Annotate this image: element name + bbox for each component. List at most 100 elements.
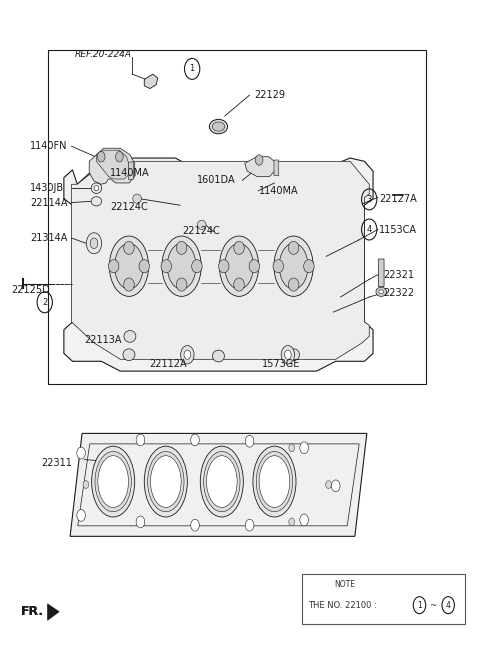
Text: 4: 4	[367, 225, 372, 234]
Text: 2: 2	[42, 298, 48, 307]
Circle shape	[191, 434, 199, 446]
FancyBboxPatch shape	[274, 160, 279, 175]
Text: 21314A: 21314A	[30, 233, 68, 243]
Circle shape	[136, 516, 145, 528]
Ellipse shape	[213, 350, 225, 362]
Ellipse shape	[115, 243, 144, 289]
Ellipse shape	[167, 243, 196, 289]
Ellipse shape	[91, 183, 102, 193]
Text: 1: 1	[190, 64, 195, 74]
Ellipse shape	[98, 456, 129, 507]
Bar	[48, 50, 426, 384]
Ellipse shape	[219, 236, 259, 296]
Circle shape	[90, 238, 98, 248]
Circle shape	[281, 346, 295, 364]
Ellipse shape	[92, 446, 135, 517]
Circle shape	[136, 434, 145, 446]
Circle shape	[77, 509, 85, 521]
Circle shape	[245, 436, 254, 447]
Ellipse shape	[273, 260, 284, 273]
Text: THE NO. 22100 :: THE NO. 22100 :	[308, 600, 377, 610]
Polygon shape	[89, 148, 135, 184]
Circle shape	[285, 350, 291, 359]
Circle shape	[300, 514, 309, 526]
Text: 22112A: 22112A	[149, 359, 187, 369]
FancyBboxPatch shape	[378, 259, 384, 286]
Circle shape	[289, 444, 295, 452]
Text: 3: 3	[367, 195, 372, 204]
Ellipse shape	[379, 290, 384, 294]
Text: 22113A: 22113A	[84, 335, 122, 346]
Ellipse shape	[109, 236, 149, 296]
Ellipse shape	[249, 260, 260, 273]
Text: 1140FN: 1140FN	[30, 141, 68, 151]
Ellipse shape	[200, 446, 243, 517]
Ellipse shape	[212, 122, 225, 131]
Circle shape	[245, 519, 254, 531]
Circle shape	[86, 233, 102, 254]
Ellipse shape	[279, 243, 308, 289]
Circle shape	[300, 442, 309, 454]
Ellipse shape	[94, 185, 99, 191]
Polygon shape	[48, 604, 59, 620]
Circle shape	[255, 155, 263, 166]
Circle shape	[83, 481, 89, 488]
Text: 1601DA: 1601DA	[197, 175, 236, 185]
Ellipse shape	[91, 196, 102, 206]
Ellipse shape	[209, 120, 228, 134]
Ellipse shape	[161, 260, 171, 273]
Bar	[302, 574, 465, 623]
Text: 22127A: 22127A	[379, 194, 417, 204]
Ellipse shape	[124, 278, 134, 291]
Text: 1153CA: 1153CA	[379, 225, 417, 235]
Circle shape	[325, 481, 331, 488]
Ellipse shape	[304, 260, 314, 273]
Text: 1140MA: 1140MA	[259, 186, 299, 196]
Text: ~: ~	[429, 600, 436, 610]
Text: 4: 4	[446, 600, 451, 610]
Ellipse shape	[288, 241, 299, 254]
Ellipse shape	[234, 241, 244, 254]
Ellipse shape	[162, 236, 201, 296]
Ellipse shape	[176, 278, 187, 291]
Text: 22125D: 22125D	[11, 286, 50, 296]
Polygon shape	[72, 162, 369, 359]
Ellipse shape	[151, 456, 181, 507]
Polygon shape	[64, 158, 373, 371]
Polygon shape	[70, 434, 367, 536]
Ellipse shape	[288, 278, 299, 291]
Text: 22311: 22311	[41, 458, 72, 468]
Ellipse shape	[95, 451, 132, 512]
Circle shape	[116, 152, 123, 162]
Ellipse shape	[176, 241, 187, 254]
Ellipse shape	[218, 260, 229, 273]
Ellipse shape	[253, 446, 296, 517]
FancyBboxPatch shape	[129, 162, 133, 179]
Ellipse shape	[274, 236, 313, 296]
Circle shape	[289, 518, 295, 526]
Circle shape	[77, 447, 85, 459]
Ellipse shape	[148, 451, 184, 512]
Circle shape	[331, 480, 340, 491]
Circle shape	[97, 152, 105, 162]
Ellipse shape	[124, 330, 136, 342]
Ellipse shape	[256, 451, 293, 512]
Text: 22322: 22322	[384, 288, 415, 298]
Polygon shape	[144, 74, 157, 89]
Ellipse shape	[206, 456, 237, 507]
Ellipse shape	[124, 241, 134, 254]
Ellipse shape	[133, 194, 142, 203]
Text: 1: 1	[417, 600, 422, 610]
Text: REF.20-224A: REF.20-224A	[75, 50, 132, 59]
Ellipse shape	[192, 260, 202, 273]
Ellipse shape	[108, 260, 119, 273]
Ellipse shape	[234, 278, 244, 291]
Ellipse shape	[123, 349, 135, 361]
Text: 22124C: 22124C	[182, 227, 220, 237]
Text: 22114A: 22114A	[30, 198, 68, 208]
Ellipse shape	[376, 287, 386, 296]
Circle shape	[180, 346, 194, 364]
Circle shape	[184, 350, 191, 359]
Text: 22321: 22321	[384, 270, 415, 280]
Text: 1140MA: 1140MA	[110, 168, 149, 178]
